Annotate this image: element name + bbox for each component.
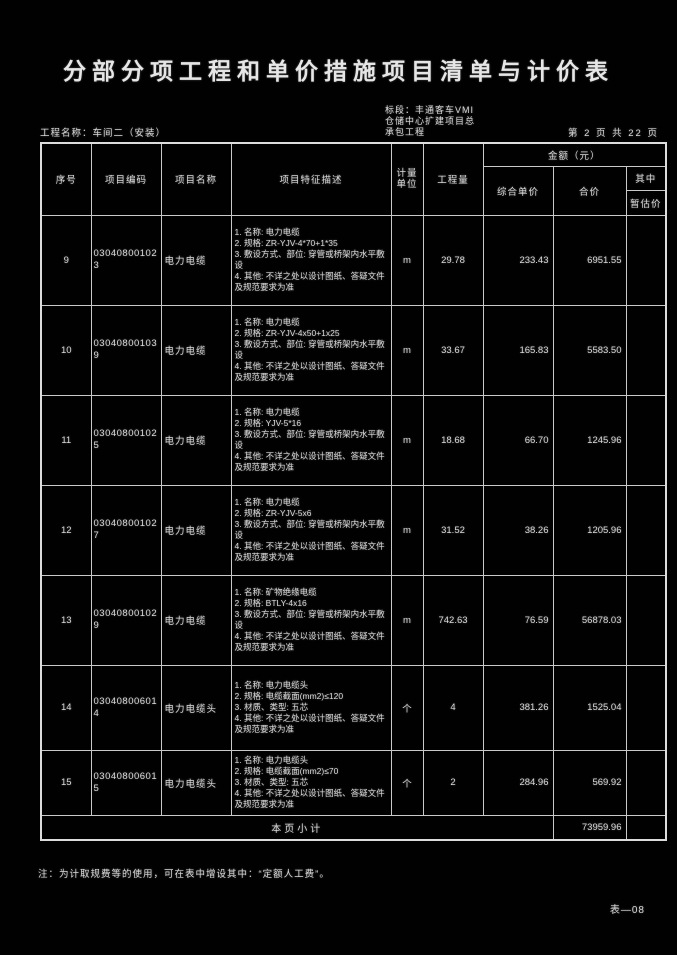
table-row: 11 030408001025 电力电缆 1. 名称: 电力电缆 2. 规格: … [40,394,667,486]
form-code: 表—08 [609,905,645,916]
cell-item-code: 030408006014 [90,664,162,751]
col-header-unit-price: 综合单价 [482,165,554,216]
col-header-feature: 项目特征描述 [230,142,392,216]
subtotal-estimate [625,814,667,841]
cell-item-code: 030408001029 [90,574,162,666]
cell-quantity: 4 [422,664,484,751]
col-header-name: 项目名称 [160,142,232,216]
cell-item-code: 030408001027 [90,484,162,576]
cell-estimate [625,749,667,816]
table-row: 13 030408001029 电力电缆 1. 名称: 矿物绝缘电缆 2. 规格… [40,574,667,666]
cell-unit: m [390,574,424,666]
col-header-quantity: 工程量 [422,142,484,216]
table-footer: 本页小计 73959.96 [40,814,667,841]
project-name-label: 工程名称：车间二（安装） [40,128,167,139]
cell-unit-price: 233.43 [482,214,554,306]
table-row: 15 030408006015 电力电缆头 1. 名称: 电力电缆头 2. 规格… [40,749,667,816]
cell-estimate [625,394,667,486]
col-header-unit: 计量单位 [390,142,424,216]
subtotal-value: 73959.96 [552,814,627,841]
table-row: 12 030408001027 电力电缆 1. 名称: 电力电缆 2. 规格: … [40,484,667,576]
cell-seq: 11 [40,394,92,486]
cell-total: 1205.96 [552,484,627,576]
cell-unit: m [390,304,424,396]
cell-seq: 9 [40,214,92,306]
cell-item-name: 电力电缆 [160,574,232,666]
cell-features: 1. 名称: 电力电缆 2. 规格: YJV-5*16 3. 敷设方式、部位: … [230,394,392,486]
cell-seq: 10 [40,304,92,396]
section-line-1: 标段：丰通客车VMI [385,105,475,115]
cell-unit: 个 [390,664,424,751]
cell-quantity: 31.52 [422,484,484,576]
cell-item-name: 电力电缆 [160,214,232,306]
section-line-3: 承包工程 [385,127,426,137]
cell-unit-price: 66.70 [482,394,554,486]
cell-item-name: 电力电缆 [160,304,232,396]
cell-item-code: 030408001025 [90,394,162,486]
cell-seq: 12 [40,484,92,576]
table-row: 10 030408001039 电力电缆 1. 名称: 电力电缆 2. 规格: … [40,304,667,396]
subtotal-row: 本页小计 73959.96 [40,814,667,841]
cell-quantity: 33.67 [422,304,484,396]
subtotal-label: 本页小计 [40,814,554,841]
cell-features: 1. 名称: 电力电缆头 2. 规格: 电缆截面(mm2)≤120 3. 材质、… [230,664,392,751]
page-number-indicator: 第 2 页 共 22 页 [567,128,659,139]
cell-total: 6951.55 [552,214,627,306]
cell-unit-price: 165.83 [482,304,554,396]
cell-features: 1. 名称: 矿物绝缘电缆 2. 规格: BTLY-4x16 3. 敷设方式、部… [230,574,392,666]
cell-estimate [625,304,667,396]
cell-item-code: 030408001039 [90,304,162,396]
cell-estimate [625,484,667,576]
cell-unit-price: 76.59 [482,574,554,666]
table-row: 14 030408006014 电力电缆头 1. 名称: 电力电缆头 2. 规格… [40,664,667,751]
col-header-among: 其中 [625,165,667,191]
cell-seq: 15 [40,749,92,816]
cell-unit-price: 381.26 [482,664,554,751]
cell-item-name: 电力电缆头 [160,749,232,816]
cell-item-name: 电力电缆头 [160,664,232,751]
cell-unit-price: 38.26 [482,484,554,576]
cell-estimate [625,664,667,751]
cell-unit: m [390,394,424,486]
col-header-code: 项目编码 [90,142,162,216]
col-header-seq: 序号 [40,142,92,216]
cell-quantity: 29.78 [422,214,484,306]
cell-unit: 个 [390,749,424,816]
cell-total: 5583.50 [552,304,627,396]
cell-total: 1245.96 [552,394,627,486]
cell-unit: m [390,484,424,576]
cell-unit-price: 284.96 [482,749,554,816]
section-label: 标段：丰通客车VMI 仓储中心扩建项目总 承包工程 [385,105,475,138]
col-header-total: 合价 [552,165,627,216]
table-header: 序号 项目编码 项目名称 项目特征描述 计量单位 工程量 金额（元） 综合单价 … [40,142,667,216]
cell-item-code: 030408006015 [90,749,162,816]
cell-total: 1525.04 [552,664,627,751]
cell-total: 569.92 [552,749,627,816]
cell-item-code: 030408001023 [90,214,162,306]
cell-quantity: 2 [422,749,484,816]
cell-features: 1. 名称: 电力电缆头 2. 规格: 电缆截面(mm2)≤70 3. 材质、类… [230,749,392,816]
page-title: 分部分项工程和单价措施项目清单与计价表 [63,59,614,84]
table-body: 9 030408001023 电力电缆 1. 名称: 电力电缆 2. 规格: Z… [40,214,667,816]
cell-item-name: 电力电缆 [160,484,232,576]
boq-table: 序号 项目编码 项目名称 项目特征描述 计量单位 工程量 金额（元） 综合单价 … [40,142,668,841]
cell-item-name: 电力电缆 [160,394,232,486]
table-row: 9 030408001023 电力电缆 1. 名称: 电力电缆 2. 规格: Z… [40,214,667,306]
section-line-2: 仓储中心扩建项目总 [385,116,476,126]
cell-total: 56878.03 [552,574,627,666]
cell-estimate [625,574,667,666]
cell-quantity: 18.68 [422,394,484,486]
cell-estimate [625,214,667,306]
cell-seq: 13 [40,574,92,666]
cell-features: 1. 名称: 电力电缆 2. 规格: ZR-YJV-5x6 3. 敷设方式、部位… [230,484,392,576]
cell-quantity: 742.63 [422,574,484,666]
cell-features: 1. 名称: 电力电缆 2. 规格: ZR-YJV-4x50+1x25 3. 敷… [230,304,392,396]
col-header-amount-group: 金额（元） [482,142,667,167]
footer-note: 注：为计取规费等的使用，可在表中增设其中：“定额人工费”。 [38,869,330,880]
cell-features: 1. 名称: 电力电缆 2. 规格: ZR-YJV-4*70+1*35 3. 敷… [230,214,392,306]
cell-unit: m [390,214,424,306]
col-header-estimate: 暂估价 [625,189,667,216]
cell-seq: 14 [40,664,92,751]
